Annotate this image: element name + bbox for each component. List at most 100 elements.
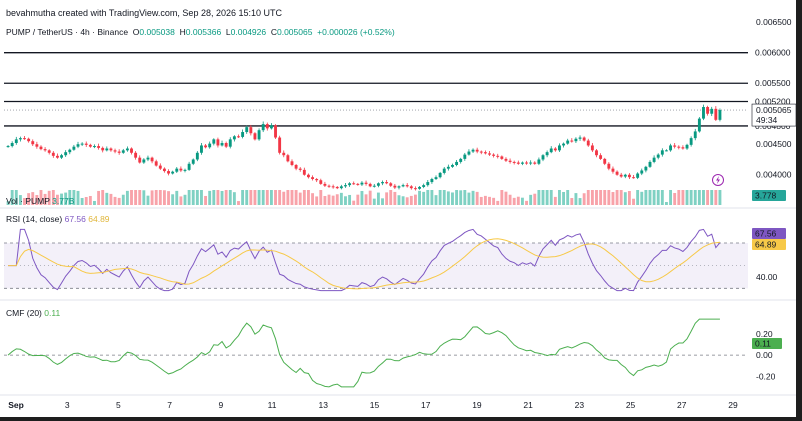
candle-body (455, 161, 459, 165)
candle (121, 148, 125, 154)
volume-bar (51, 190, 55, 205)
svg-text:64.89: 64.89 (755, 240, 777, 250)
cmf-axis-tick-2: -0.20 (756, 371, 776, 381)
candle-body (220, 143, 224, 146)
candle-body (51, 152, 55, 156)
volume-bar (228, 190, 232, 205)
candle (652, 155, 656, 164)
candle-body (488, 153, 491, 155)
volume-bar (43, 193, 47, 205)
volume-title: Vol · PUMP (6, 196, 50, 206)
candle-body (88, 144, 92, 147)
candle (265, 122, 269, 131)
volume-bar (483, 195, 487, 205)
candle-body (150, 157, 154, 162)
volume-bar (302, 190, 306, 205)
volume-bar (360, 190, 364, 205)
rsi-ma-line (8, 238, 721, 290)
candle (18, 136, 22, 142)
volume-bar (105, 192, 109, 205)
volume-bar (619, 190, 623, 205)
candle-body (249, 127, 253, 134)
volume-bar (27, 193, 31, 205)
volume-bar (257, 190, 261, 205)
x-axis-tick-8: 17 (421, 400, 431, 410)
candle (693, 128, 697, 141)
candle-body (311, 177, 315, 180)
volume-bar (150, 190, 154, 205)
candle-body (376, 183, 380, 186)
candle-body (446, 166, 450, 169)
candle (298, 167, 302, 172)
volume-bar (702, 190, 705, 205)
candle-body (627, 174, 631, 178)
candle-body (55, 155, 59, 158)
candle-body (76, 144, 80, 147)
candle-body (681, 147, 685, 149)
candle-body (401, 185, 405, 187)
volume-bar (364, 194, 368, 205)
candle-body (426, 182, 430, 186)
candle-body (553, 148, 557, 151)
candle-body (389, 183, 393, 186)
candle (142, 158, 146, 164)
candle (241, 129, 245, 139)
volume-bar (93, 200, 96, 205)
volume-bar (455, 190, 459, 205)
candle-body (500, 156, 504, 159)
x-axis-tick-4: 9 (218, 400, 223, 410)
candle-body (323, 183, 327, 186)
candle (541, 154, 545, 162)
candle (76, 141, 80, 149)
candle-body (574, 138, 578, 142)
volume-bar (401, 196, 405, 205)
volume-bar (500, 190, 504, 205)
candle-body (339, 186, 343, 189)
candle-body (413, 188, 417, 190)
last-price-value: 0.005065 (756, 105, 792, 115)
volume-bar (689, 190, 693, 205)
volume-bar (80, 198, 84, 205)
candle (397, 185, 401, 190)
volume-bar (525, 200, 528, 205)
candle-body (438, 172, 442, 178)
volume-bar (603, 190, 607, 205)
svg-text:0.11: 0.11 (755, 338, 771, 348)
volume-bar (574, 193, 578, 205)
candle (109, 147, 113, 152)
candle (558, 143, 561, 153)
volume-bar (76, 190, 80, 205)
candle (422, 183, 426, 189)
volume-bar (496, 200, 500, 205)
candle-body (516, 162, 520, 164)
volume-bar (368, 190, 372, 205)
candle-body (154, 161, 158, 166)
candle (290, 159, 294, 167)
candle-body (216, 139, 220, 146)
candle (673, 143, 677, 149)
candle (224, 141, 228, 149)
candle (68, 148, 72, 155)
candle (335, 186, 339, 190)
candle-body (286, 155, 290, 162)
volume-bar (294, 190, 298, 205)
candle (623, 173, 627, 179)
volume-bar (488, 196, 491, 205)
price-axis-tick-6: 0.004000 (756, 170, 792, 180)
candle-body (261, 124, 265, 131)
candle (545, 150, 549, 158)
volume-bar (644, 190, 648, 205)
candle (607, 162, 611, 171)
rsi-line (8, 228, 721, 292)
candle-body (113, 150, 117, 152)
volume-bar (648, 190, 652, 205)
volume-bar (607, 190, 611, 205)
candle-body (319, 180, 323, 184)
volume-bar (446, 191, 450, 205)
volume-bar (685, 190, 689, 205)
candle (31, 139, 35, 146)
candle-body (397, 186, 401, 188)
candle-body (483, 152, 487, 154)
candle (55, 153, 59, 159)
